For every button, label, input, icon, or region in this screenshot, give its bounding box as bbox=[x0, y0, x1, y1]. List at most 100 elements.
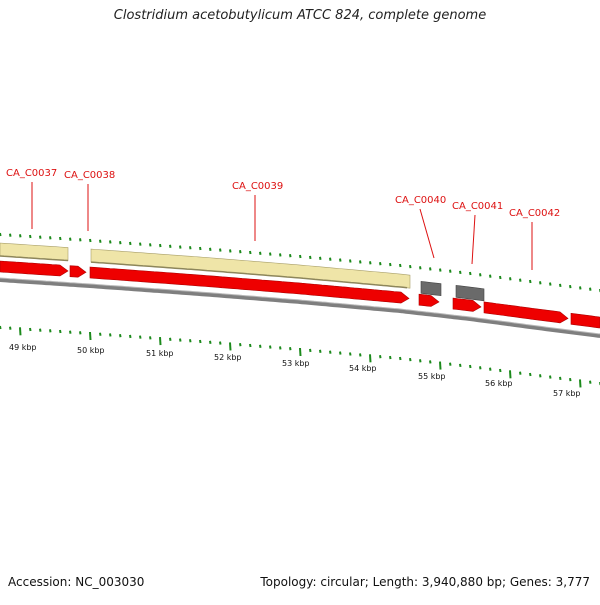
inner-tick bbox=[19, 327, 22, 336]
outer-tick bbox=[569, 284, 572, 289]
scale-labels: 49 kbp 50 kbp 51 kbp 52 kbp 53 kbp 54 kbp 55 k… bbox=[9, 343, 581, 398]
outer-tick bbox=[199, 246, 202, 251]
gene-arrow bbox=[570, 312, 600, 329]
outer-tick bbox=[509, 277, 512, 281]
inner-tick bbox=[359, 353, 362, 357]
outer-tick bbox=[229, 249, 232, 253]
inner-tick bbox=[499, 368, 502, 373]
inner-tick bbox=[219, 341, 222, 345]
inner-tick bbox=[529, 372, 532, 377]
outer-tick bbox=[169, 244, 172, 248]
inner-tick bbox=[169, 337, 172, 341]
inner-tick bbox=[229, 342, 232, 351]
inner-tick bbox=[99, 332, 102, 336]
inner-tick bbox=[299, 347, 302, 357]
gene-label: CA_C0040 bbox=[395, 195, 446, 206]
inner-tick bbox=[49, 329, 52, 333]
cds-feature-edge bbox=[90, 261, 408, 289]
gene-label: CA_C0039 bbox=[232, 181, 283, 192]
inner-tick bbox=[159, 337, 162, 346]
outer-tick bbox=[349, 259, 352, 263]
inner-tick bbox=[109, 333, 112, 337]
outer-tick bbox=[499, 275, 502, 280]
outer-tick bbox=[109, 240, 112, 244]
gene-arrow bbox=[452, 297, 482, 312]
inner-tick bbox=[569, 377, 572, 382]
inner-tick bbox=[429, 360, 432, 364]
outer-tick bbox=[579, 286, 582, 290]
outer-tick bbox=[209, 247, 212, 251]
inner-tick bbox=[489, 367, 492, 371]
inner-tick bbox=[259, 344, 262, 348]
gene-arrow bbox=[483, 301, 569, 324]
scale-label: 50 kbp bbox=[77, 346, 105, 355]
gene-label: CA_C0042 bbox=[509, 208, 560, 219]
gene-label-callouts: CA_C0037 CA_C0038 CA_C0039 CA_C0040 CA_C0041… bbox=[6, 168, 560, 270]
inner-tick bbox=[69, 330, 72, 334]
inner-tick bbox=[139, 335, 142, 339]
gene-arrow bbox=[89, 266, 410, 304]
scale-label: 52 kbp bbox=[214, 353, 242, 362]
gene-arrow bbox=[69, 265, 87, 278]
gene-track bbox=[0, 260, 600, 329]
outer-tick bbox=[39, 235, 42, 239]
inner-tick bbox=[479, 366, 482, 370]
outer-tick bbox=[19, 234, 22, 238]
outer-tick bbox=[439, 268, 442, 272]
inner-tick bbox=[579, 379, 582, 388]
inner-tick bbox=[309, 348, 312, 353]
gene-label-leader bbox=[471, 214, 476, 265]
outer-tick bbox=[219, 248, 222, 252]
outer-tick bbox=[69, 237, 72, 241]
outer-tick bbox=[119, 241, 122, 245]
inner-tick bbox=[549, 375, 552, 379]
outer-tick bbox=[139, 242, 142, 246]
gene-arrow bbox=[418, 293, 440, 307]
outer-tick bbox=[159, 243, 162, 248]
scale-label: 53 kbp bbox=[282, 359, 310, 368]
inner-tick bbox=[189, 339, 192, 343]
inner-tick bbox=[289, 347, 292, 351]
outer-tick bbox=[429, 267, 432, 271]
outer-tick bbox=[469, 271, 472, 276]
outer-tick bbox=[529, 279, 532, 284]
outer-tick bbox=[49, 236, 52, 240]
outer-tick bbox=[389, 262, 392, 267]
outer-tick bbox=[189, 246, 192, 250]
outer-tick bbox=[99, 239, 102, 243]
outer-tick bbox=[339, 258, 342, 262]
backbone-line bbox=[0, 278, 600, 338]
outer-tick bbox=[369, 261, 372, 265]
inner-tick bbox=[9, 326, 12, 330]
scale-label: 55 kbp bbox=[418, 372, 446, 381]
inner-tick bbox=[129, 334, 132, 339]
outer-tick bbox=[179, 245, 182, 249]
outer-tick bbox=[419, 266, 422, 270]
scale-label: 56 kbp bbox=[485, 379, 513, 388]
inner-tick bbox=[559, 376, 562, 381]
outer-tick bbox=[449, 269, 452, 273]
outer-tick bbox=[129, 241, 132, 246]
outer-tick bbox=[249, 250, 252, 255]
outer-tick bbox=[89, 238, 92, 243]
backbone-highlight bbox=[0, 277, 600, 335]
outer-tick bbox=[379, 262, 382, 266]
scale-label: 49 kbp bbox=[9, 343, 37, 352]
outer-tick bbox=[0, 232, 2, 237]
inner-tick bbox=[269, 345, 272, 349]
inner-tick bbox=[149, 336, 152, 340]
gene-feature-gray bbox=[420, 281, 442, 297]
inner-tick bbox=[89, 331, 92, 341]
inner-tick bbox=[369, 354, 372, 363]
outer-tick bbox=[409, 264, 412, 269]
outer-tick bbox=[589, 287, 592, 291]
inner-tick bbox=[79, 331, 82, 335]
outer-tick bbox=[359, 260, 362, 264]
inner-tick bbox=[119, 334, 122, 338]
gene-label: CA_C0037 bbox=[6, 168, 57, 179]
outer-tick bbox=[319, 256, 322, 260]
inner-tick bbox=[39, 328, 42, 332]
outer-tick bbox=[519, 278, 522, 282]
outer-tick bbox=[489, 274, 492, 278]
